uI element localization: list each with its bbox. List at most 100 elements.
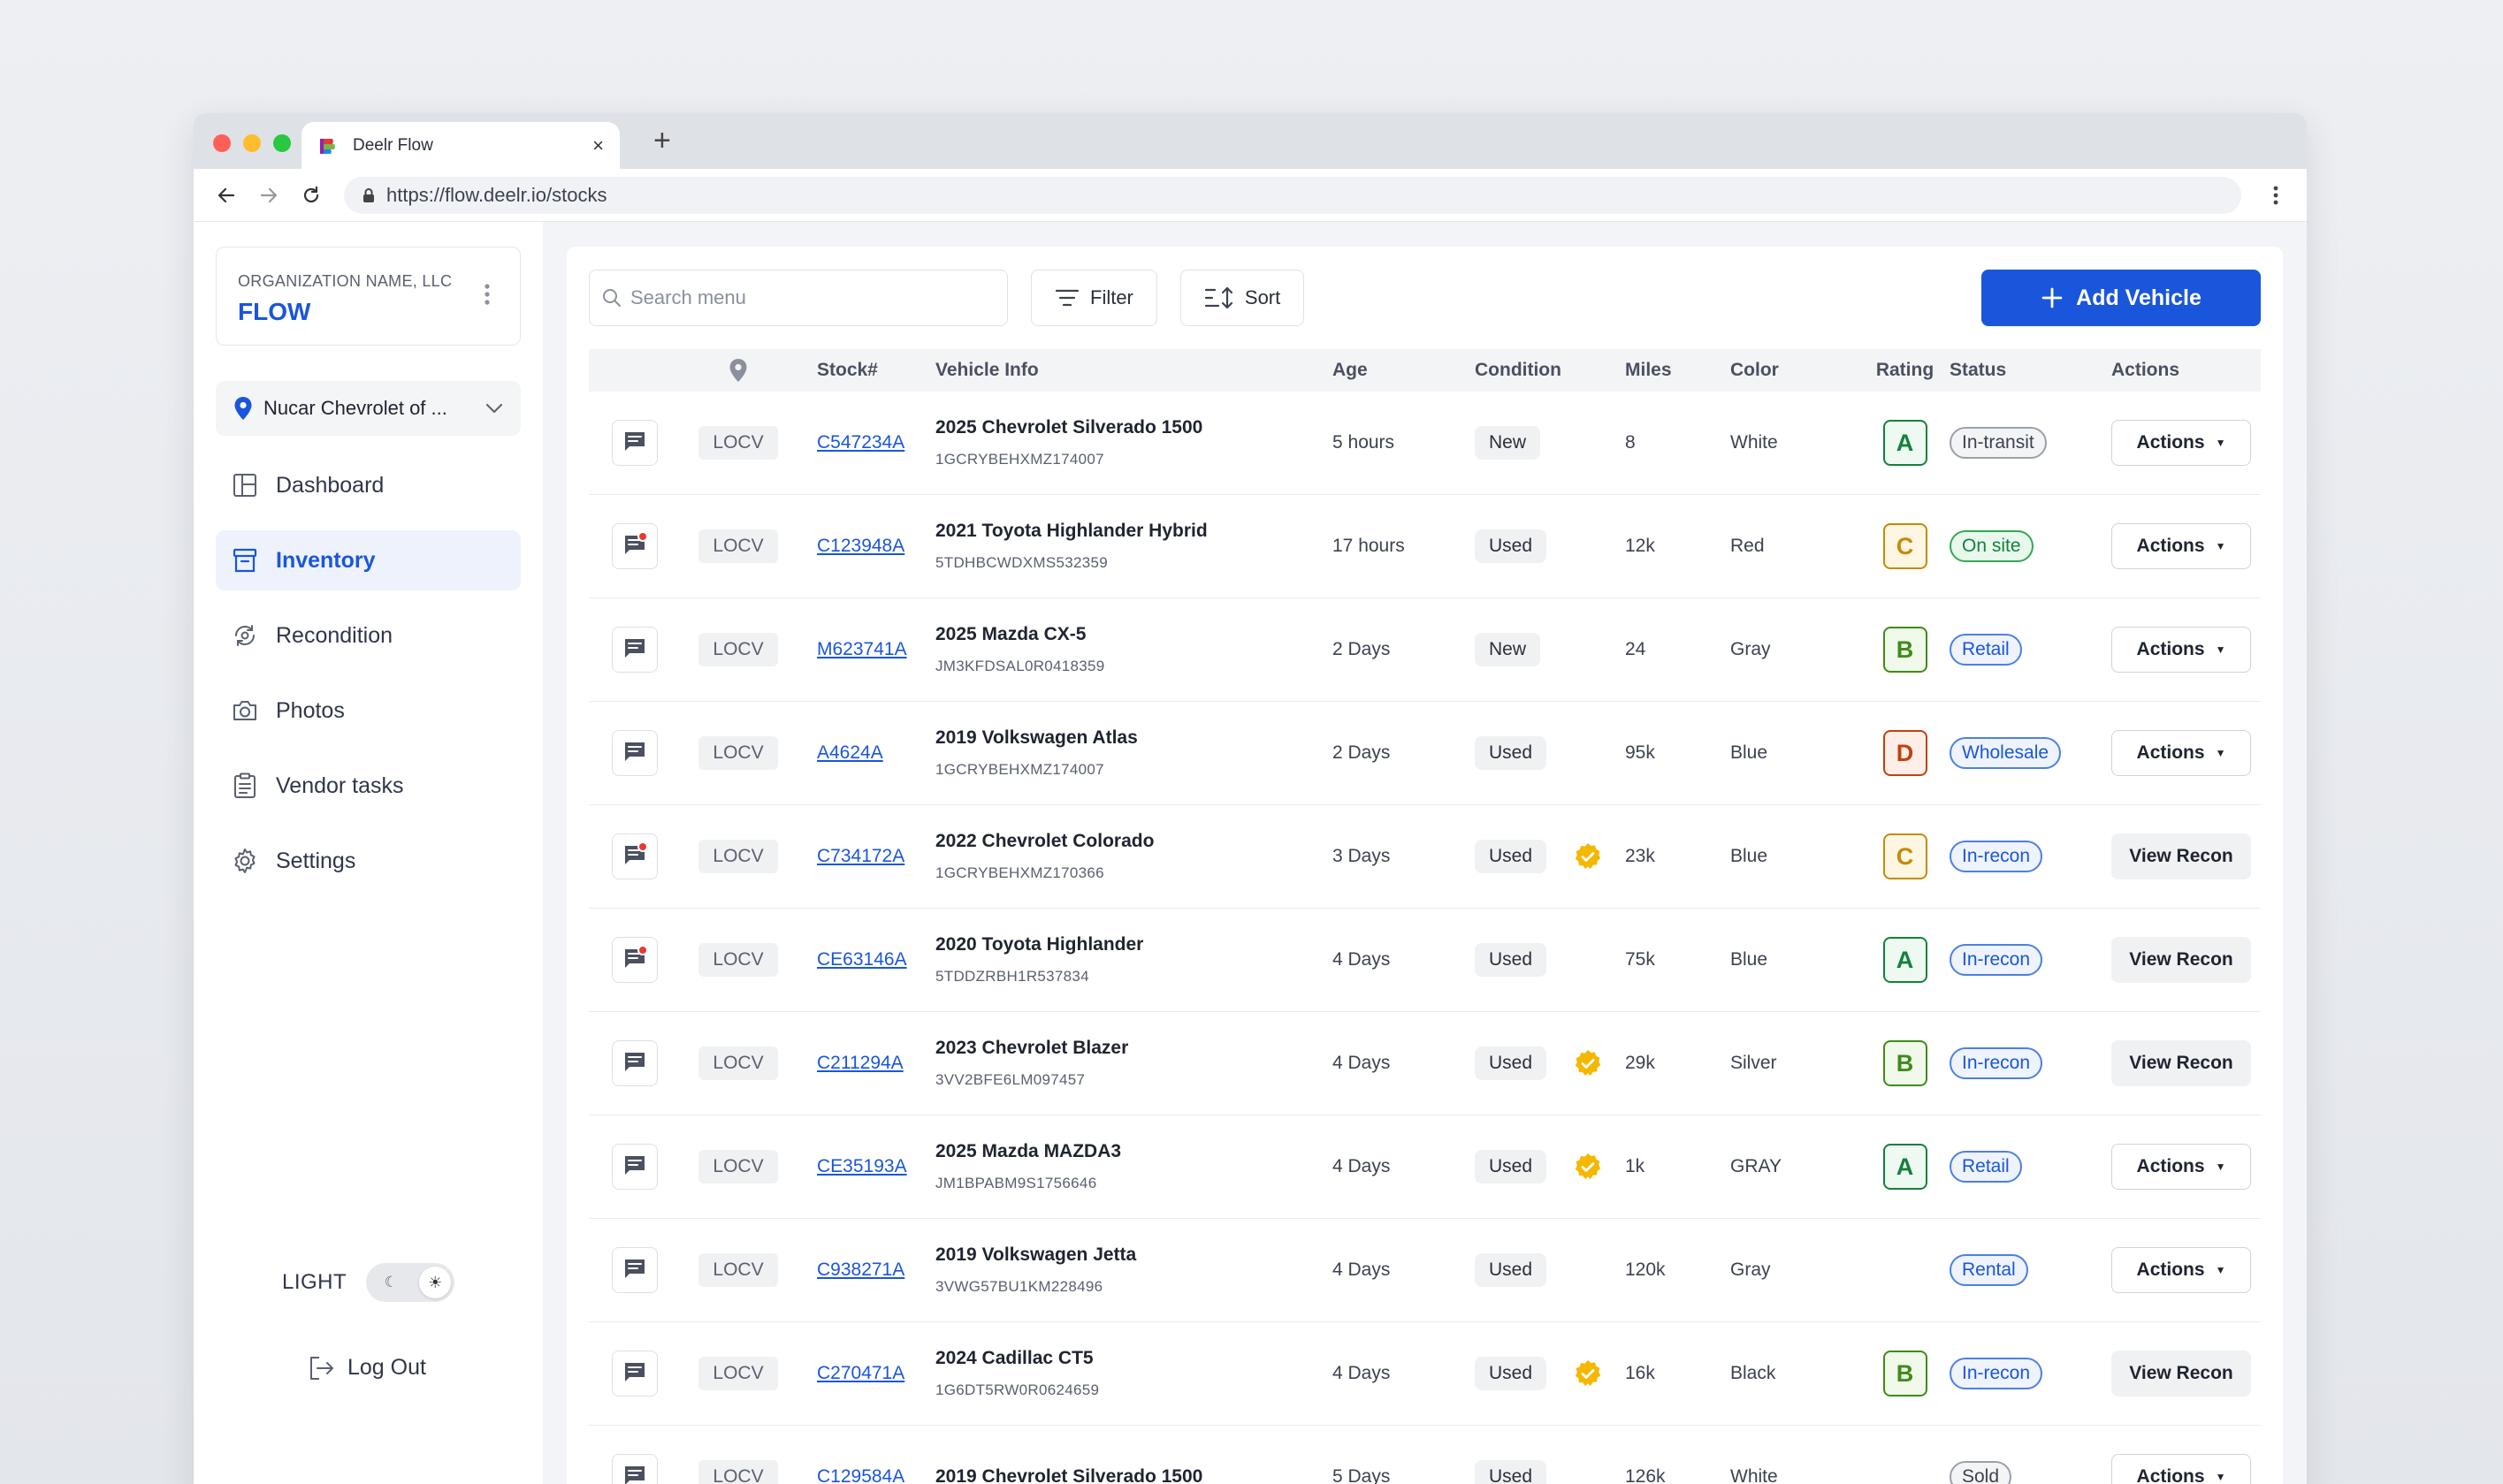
close-tab-icon[interactable]: × bbox=[592, 133, 604, 156]
view-recon-button[interactable]: View Recon bbox=[2111, 833, 2251, 879]
actions-dropdown-button[interactable]: Actions ▼ bbox=[2111, 1247, 2251, 1293]
sort-label: Sort bbox=[1244, 286, 1281, 308]
stock-link[interactable]: C734172A bbox=[817, 846, 905, 866]
close-window-button[interactable] bbox=[213, 134, 231, 152]
stock-link[interactable]: C938271A bbox=[817, 1259, 905, 1280]
stock-link[interactable]: CE63146A bbox=[817, 949, 907, 970]
table-row[interactable]: LOCV C123948A 2021 Toyota Highlander Hybri… bbox=[589, 495, 2261, 598]
inventory-card: Filter Sort Add Vehicle bbox=[567, 247, 2283, 1484]
stock-link[interactable]: C129584A bbox=[817, 1466, 905, 1484]
header-rating[interactable]: Rating bbox=[1875, 360, 1934, 380]
theme-toggle[interactable]: ☾ ☀ bbox=[366, 1263, 455, 1302]
actions-dropdown-button[interactable]: Actions ▼ bbox=[2111, 420, 2251, 466]
sun-icon[interactable]: ☀ bbox=[419, 1267, 452, 1298]
location-column-header[interactable] bbox=[681, 358, 796, 383]
sort-button[interactable]: Sort bbox=[1179, 270, 1305, 326]
location-pin-icon bbox=[729, 359, 747, 382]
view-recon-button[interactable]: View Recon bbox=[2111, 1351, 2251, 1396]
sidebar-item-settings[interactable]: Settings bbox=[216, 831, 521, 891]
messages-button[interactable] bbox=[612, 1144, 658, 1190]
messages-button[interactable] bbox=[612, 1454, 658, 1484]
messages-button[interactable] bbox=[612, 1247, 658, 1293]
actions-dropdown-button[interactable]: Actions ▼ bbox=[2111, 523, 2251, 569]
messages-button[interactable] bbox=[612, 627, 658, 673]
table-row[interactable]: LOCV C734172A 2022 Chevrolet Colorado 1GCRY… bbox=[589, 805, 2261, 909]
view-recon-button[interactable]: View Recon bbox=[2111, 937, 2251, 983]
stock-link[interactable]: C270471A bbox=[817, 1363, 905, 1383]
stock-link[interactable]: C211294A bbox=[817, 1053, 904, 1073]
sidebar-item-recondition[interactable]: Recondition bbox=[216, 605, 521, 666]
vehicle-miles: 126k bbox=[1625, 1466, 1666, 1484]
stock-link[interactable]: A4624A bbox=[817, 742, 883, 763]
browser-tab[interactable]: Deelr Flow × bbox=[301, 122, 620, 169]
messages-button[interactable] bbox=[612, 1040, 658, 1086]
messages-button[interactable] bbox=[612, 1351, 658, 1396]
table-row[interactable]: LOCV C270471A 2024 Cadillac CT5 1G6DT5RW0R0… bbox=[589, 1322, 2261, 1426]
messages-button[interactable] bbox=[612, 523, 658, 569]
unread-dot bbox=[637, 531, 648, 542]
stock-link[interactable]: C123948A bbox=[817, 536, 905, 556]
header-vehicle-info[interactable]: Vehicle Info bbox=[935, 360, 1039, 380]
app-container: ORGANIZATION NAME, LLC FLOW Nucar Chevro… bbox=[194, 222, 2307, 1484]
header-color[interactable]: Color bbox=[1730, 360, 1779, 380]
status-badge: Retail bbox=[1950, 1151, 2022, 1183]
header-condition[interactable]: Condition bbox=[1475, 360, 1561, 380]
view-recon-button[interactable]: View Recon bbox=[2111, 1040, 2251, 1086]
header-status[interactable]: Status bbox=[1950, 360, 2007, 380]
add-vehicle-button[interactable]: Add Vehicle bbox=[1981, 270, 2261, 326]
minimize-window-button[interactable] bbox=[243, 134, 261, 152]
actions-label: Actions bbox=[2136, 1466, 2205, 1484]
messages-button[interactable] bbox=[612, 730, 658, 776]
chat-icon bbox=[623, 1361, 646, 1387]
main-content: Filter Sort Add Vehicle bbox=[543, 222, 2307, 1484]
dashboard-icon bbox=[230, 470, 260, 500]
vehicle-vin: 1GCRYBEHXMZ174007 bbox=[935, 451, 1104, 468]
header-age[interactable]: Age bbox=[1332, 360, 1368, 380]
table-row[interactable]: LOCV CE63146A 2020 Toyota Highlander 5TDDZR… bbox=[589, 909, 2261, 1012]
sidebar-item-label: Settings bbox=[276, 848, 356, 873]
maximize-window-button[interactable] bbox=[273, 134, 291, 152]
actions-dropdown-button[interactable]: Actions ▼ bbox=[2111, 1454, 2251, 1484]
sidebar-item-photos[interactable]: Photos bbox=[216, 681, 521, 741]
reload-icon[interactable] bbox=[296, 180, 326, 210]
stock-link[interactable]: C547234A bbox=[817, 432, 905, 453]
logout-button[interactable]: Log Out bbox=[309, 1355, 426, 1381]
browser-menu-icon[interactable] bbox=[2263, 185, 2289, 206]
sidebar-item-vendor-tasks[interactable]: Vendor tasks bbox=[216, 756, 521, 816]
messages-button[interactable] bbox=[612, 420, 658, 466]
forward-icon[interactable] bbox=[254, 180, 284, 210]
org-menu-icon[interactable] bbox=[485, 283, 490, 310]
vehicle-color: Red bbox=[1730, 536, 1765, 556]
table-row[interactable]: LOCV CE35193A 2025 Mazda MAZDA3 JM1BPABM9S1… bbox=[589, 1115, 2261, 1219]
new-tab-button[interactable]: + bbox=[653, 124, 671, 157]
table-row[interactable]: LOCV C547234A 2025 Chevrolet Silverado 150… bbox=[589, 392, 2261, 495]
vehicle-name: 2025 Mazda MAZDA3 bbox=[935, 1141, 1122, 1161]
actions-dropdown-button[interactable]: Actions ▼ bbox=[2111, 730, 2251, 776]
rating-badge: A bbox=[1882, 937, 1927, 983]
actions-dropdown-button[interactable]: Actions ▼ bbox=[2111, 627, 2251, 673]
sidebar-item-inventory[interactable]: Inventory bbox=[216, 530, 521, 590]
certified-badge-icon bbox=[1573, 1152, 1603, 1182]
messages-button[interactable] bbox=[612, 937, 658, 983]
vehicle-age: 3 Days bbox=[1332, 846, 1391, 866]
vehicle-miles: 12k bbox=[1625, 536, 1655, 556]
sidebar-item-dashboard[interactable]: Dashboard bbox=[216, 455, 521, 515]
table-row[interactable]: LOCV C938271A 2019 Volkswagen Jetta 3VWG57B… bbox=[589, 1219, 2261, 1322]
header-stock[interactable]: Stock# bbox=[817, 360, 878, 380]
table-row[interactable]: LOCV A4624A 2019 Volkswagen Atlas 1GCRYBEHX… bbox=[589, 702, 2261, 805]
url-field[interactable]: https://flow.deelr.io/stocks bbox=[344, 176, 2241, 214]
actions-dropdown-button[interactable]: Actions ▼ bbox=[2111, 1144, 2251, 1190]
table-row[interactable]: LOCV C211294A 2023 Chevrolet Blazer 3VV2BFE… bbox=[589, 1012, 2261, 1115]
stock-link[interactable]: M623741A bbox=[817, 639, 907, 659]
messages-button[interactable] bbox=[612, 833, 658, 879]
header-miles[interactable]: Miles bbox=[1625, 360, 1672, 380]
table-row[interactable]: LOCV M623741A 2025 Mazda CX-5 JM3KFDSAL0R04… bbox=[589, 598, 2261, 702]
filter-button[interactable]: Filter bbox=[1031, 270, 1157, 326]
table-row[interactable]: LOCV C129584A 2019 Chevrolet Silverado 150… bbox=[589, 1426, 2261, 1484]
location-select[interactable]: Nucar Chevrolet of ... bbox=[216, 381, 521, 436]
location-tag: LOCV bbox=[698, 529, 778, 563]
search-input[interactable] bbox=[630, 286, 984, 309]
moon-icon[interactable]: ☾ bbox=[384, 1274, 398, 1290]
stock-link[interactable]: CE35193A bbox=[817, 1156, 907, 1176]
back-icon[interactable] bbox=[211, 180, 241, 210]
